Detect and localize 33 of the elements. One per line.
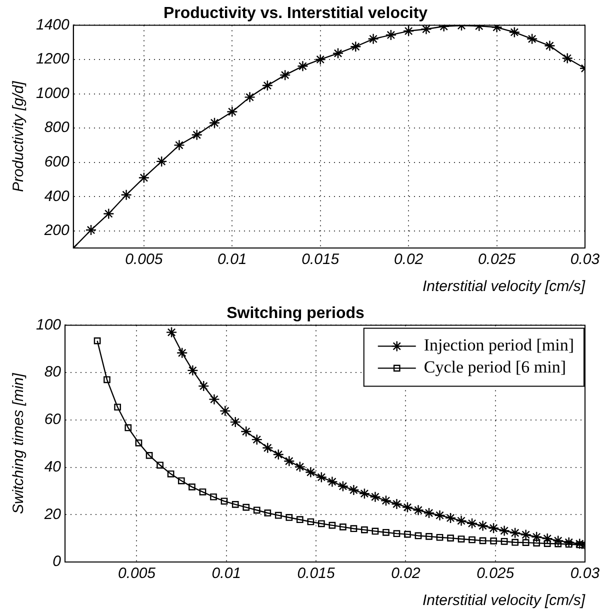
y-tick-label: 0 [52, 553, 62, 570]
x-tick-label: 0.03 [570, 565, 600, 582]
y-tick-label: 100 [36, 316, 62, 334]
y-tick-label: 60 [44, 411, 62, 428]
legend-label: Cycle period [6 min] [424, 358, 566, 377]
x-tick-label: 0.015 [297, 565, 336, 582]
y-tick-label: 1000 [36, 84, 70, 102]
chart-title: Productivity vs. Interstitial velocity [163, 5, 428, 22]
y-tick-label: 600 [44, 153, 70, 170]
x-axis-title: Interstitial velocity [cm/s] [422, 592, 586, 610]
y-tick-label: 800 [44, 119, 70, 136]
y-tick-label: 1400 [36, 16, 70, 34]
y-tick-label: 20 [43, 506, 62, 523]
y-tick-label: 200 [43, 222, 70, 240]
y-tick-label: 400 [44, 188, 70, 205]
chart-title: Switching periods [226, 305, 364, 322]
y-axis-title: Switching times [min] [10, 372, 28, 514]
x-tick-label: 0.01 [218, 251, 247, 268]
x-tick-label: 0.01 [212, 565, 241, 582]
y-axis-title: Productivity [g/d] [10, 80, 28, 192]
x-tick-label: 0.03 [570, 251, 600, 268]
x-tick-label: 0.005 [118, 565, 156, 582]
x-axis-title: Interstitial velocity [cm/s] [422, 278, 586, 296]
x-tick-label: 0.02 [394, 251, 424, 268]
x-tick-label: 0.005 [125, 251, 164, 268]
y-tick-label: 80 [44, 364, 62, 381]
x-tick-label: 0.02 [391, 565, 421, 582]
legend-label: Injection period [min] [424, 336, 574, 355]
y-tick-label: 1200 [36, 50, 70, 68]
x-tick-label: 0.015 [302, 251, 340, 268]
y-tick-label: 40 [44, 458, 62, 476]
x-tick-label: 0.025 [478, 251, 516, 268]
x-tick-label: 0.025 [476, 565, 515, 582]
